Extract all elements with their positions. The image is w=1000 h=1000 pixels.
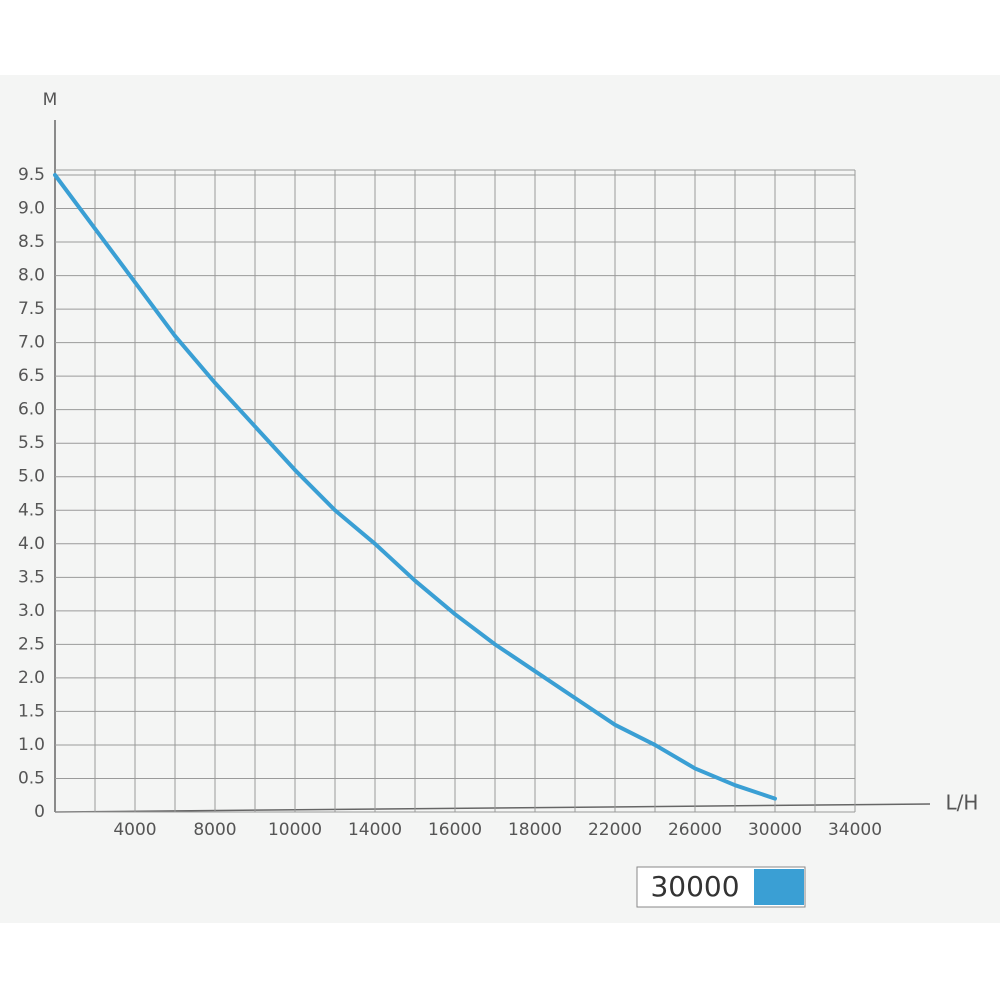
x-tick-label: 30000 xyxy=(748,820,802,840)
y-tick-label: 5.5 xyxy=(18,433,45,453)
y-tick-label: 8.0 xyxy=(18,266,45,286)
y-tick-label: 1.5 xyxy=(18,701,45,721)
y-tick-label: 4.0 xyxy=(18,534,45,554)
y-tick-label: 3.5 xyxy=(18,567,45,587)
y-tick-label: 5.0 xyxy=(18,467,45,487)
x-tick-label: 16000 xyxy=(428,820,482,840)
y-tick-label: 6.5 xyxy=(18,366,45,386)
y-tick-label: 8.5 xyxy=(18,232,45,252)
x-tick-label: 8000 xyxy=(193,820,236,840)
series-line xyxy=(53,173,777,801)
y-tick-label: 0.5 xyxy=(18,768,45,788)
x-tick-label: 10000 xyxy=(268,820,322,840)
legend-label: 30000 xyxy=(650,870,739,903)
y-tick-label: 6.0 xyxy=(18,400,45,420)
x-axis xyxy=(54,803,931,813)
y-tick-label: 7.0 xyxy=(18,333,45,353)
photo-background xyxy=(0,75,1000,923)
y-tick-label: 3.0 xyxy=(18,601,45,621)
y-tick-label: 4.5 xyxy=(18,500,45,520)
x-tick-label: 26000 xyxy=(668,820,722,840)
y-tick-label: 7.5 xyxy=(18,299,45,319)
y-tick-label: 9.5 xyxy=(18,165,45,185)
x-tick-label: 22000 xyxy=(588,820,642,840)
x-tick-label: 14000 xyxy=(348,820,402,840)
y-tick-label: 1.0 xyxy=(18,735,45,755)
y-tick-label: 9.0 xyxy=(18,199,45,219)
y-tick-label: 2.0 xyxy=(18,668,45,688)
legend-swatch xyxy=(754,869,804,905)
y-tick-label: 2.5 xyxy=(18,634,45,654)
x-tick-label: 4000 xyxy=(113,820,156,840)
x-axis-label: L/H xyxy=(946,791,979,815)
y-tick-label: 0 xyxy=(34,802,45,822)
y-axis-label: M xyxy=(43,90,58,110)
x-tick-label: 18000 xyxy=(508,820,562,840)
x-tick-label: 34000 xyxy=(828,820,882,840)
